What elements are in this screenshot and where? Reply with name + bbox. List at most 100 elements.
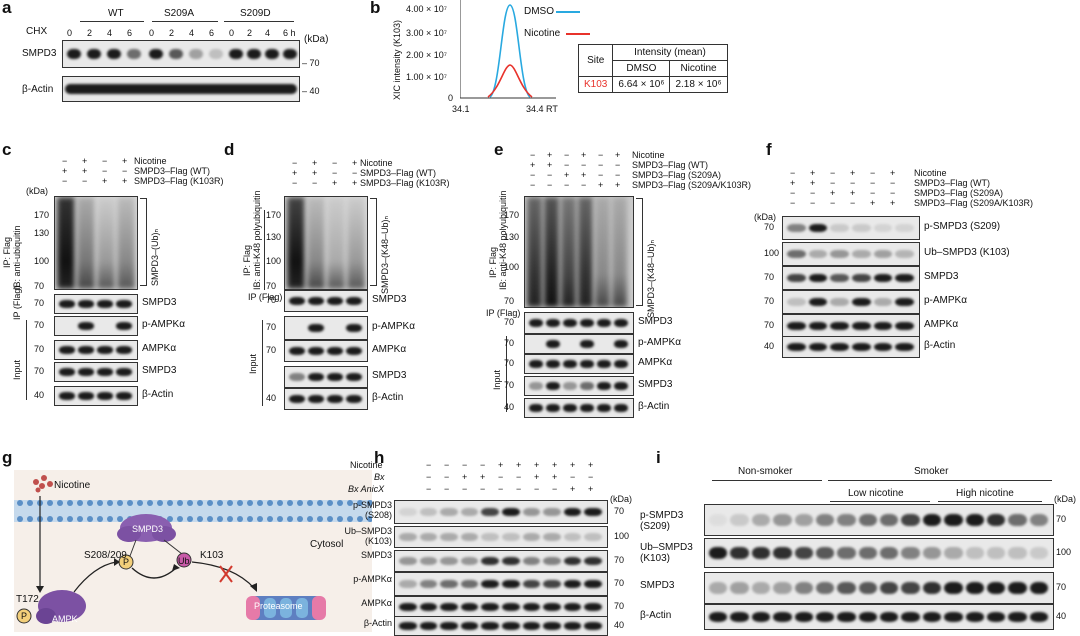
row-label: β-Actin [363, 618, 392, 628]
row-label: β-Actin [924, 340, 956, 351]
band [830, 249, 849, 259]
band [440, 507, 458, 517]
band [59, 300, 75, 308]
mw-marker: 70 [34, 344, 45, 354]
band [858, 547, 877, 559]
band [597, 319, 611, 327]
e-ub-label: SMPD3–(K48–Ub)ₙ [646, 239, 656, 318]
condition-label: SMPD3–Flag (K103R) [134, 176, 224, 186]
band [522, 557, 541, 565]
condition-label: Bx AnicX [348, 484, 385, 494]
row-label: AMPKα [638, 357, 673, 368]
sign-mark: − [547, 170, 553, 180]
panel-label-e: e [494, 140, 504, 159]
band [584, 622, 602, 630]
band [922, 514, 942, 526]
band [837, 547, 856, 559]
band [502, 603, 520, 611]
row-label: SMPD3 [924, 271, 959, 282]
band [522, 507, 541, 517]
band [78, 346, 94, 354]
sign-mark: − [530, 180, 536, 190]
sign-mark: − [516, 472, 522, 482]
time-label: 6 [127, 28, 133, 38]
blot-row [782, 314, 920, 338]
row-label: β-Actin [640, 610, 672, 621]
blot-row [54, 362, 138, 382]
band [787, 273, 806, 283]
mw-marker: 70 [504, 338, 515, 348]
band [794, 514, 813, 526]
row-label: Ub–SMPD3 (K103) [640, 542, 693, 564]
sign-mark: − [581, 160, 587, 170]
group-wt: WT [108, 8, 124, 19]
blot-row [284, 340, 368, 362]
blot-row [782, 290, 920, 314]
sign-mark: − [598, 160, 604, 170]
sign-mark: + [102, 176, 108, 186]
sign-mark: − [850, 178, 856, 188]
band [346, 347, 362, 355]
b-ytick-3: 3.00 × 10⁷ [406, 28, 448, 38]
sign-mark: − [444, 484, 450, 494]
sign-mark: + [82, 156, 88, 166]
mw-marker: 70 [764, 296, 775, 306]
blot-a-actin [62, 76, 300, 102]
row-label: SMPD3 [640, 580, 675, 591]
band [873, 249, 893, 259]
condition-label: Nicotine [350, 460, 383, 470]
band [78, 300, 94, 308]
sign-mark: − [810, 188, 816, 198]
band [901, 547, 920, 559]
sign-mark: − [332, 158, 338, 168]
band [901, 514, 920, 526]
band [460, 603, 479, 611]
mw-marker: 130 [34, 228, 50, 238]
band [399, 579, 417, 589]
band [730, 547, 749, 559]
i-nonsmoker: Non-smoker [738, 466, 793, 477]
band [546, 319, 560, 327]
band [419, 603, 438, 611]
row-label: p-AMPKα [924, 295, 968, 306]
band [419, 533, 438, 541]
panel-label-f: f [766, 140, 772, 159]
sign-mark: − [547, 180, 553, 190]
band [852, 321, 871, 331]
c-ib: IB: anti-ubiquitin [12, 225, 22, 290]
sign-mark: + [62, 166, 68, 176]
band [787, 321, 806, 331]
sign-mark: + [830, 188, 836, 198]
band [858, 612, 877, 622]
band [1008, 612, 1027, 622]
band [116, 368, 132, 376]
e-ip2: IP (Flag) [486, 308, 521, 318]
sign-mark: + [850, 168, 856, 178]
g-smpd3: SMPD3 [132, 524, 164, 534]
band [563, 319, 577, 327]
sign-mark: + [870, 198, 876, 208]
band [808, 297, 828, 307]
panel-label-b: b [370, 0, 381, 17]
row-label: SMPD3 [142, 365, 177, 376]
band [751, 514, 771, 526]
blot-row [782, 266, 920, 290]
sign-mark: + [480, 472, 486, 482]
blot-row [524, 376, 634, 396]
sign-mark: − [332, 168, 338, 178]
blot-row [782, 336, 920, 358]
band [481, 507, 499, 517]
mw-marker: 70 [504, 317, 515, 327]
sign-mark: + [581, 150, 587, 160]
band [327, 297, 343, 305]
sign-mark: − [426, 460, 432, 470]
band [308, 395, 324, 403]
mw-marker: 70 [266, 295, 277, 305]
sign-mark: + [534, 472, 540, 482]
mw-marker: 170 [266, 210, 282, 220]
b-ylabel: XIC intensity (K103) [392, 19, 402, 100]
band [440, 622, 458, 630]
band [858, 514, 877, 526]
sign-mark: − [564, 160, 570, 170]
c-input: Input [12, 359, 22, 380]
